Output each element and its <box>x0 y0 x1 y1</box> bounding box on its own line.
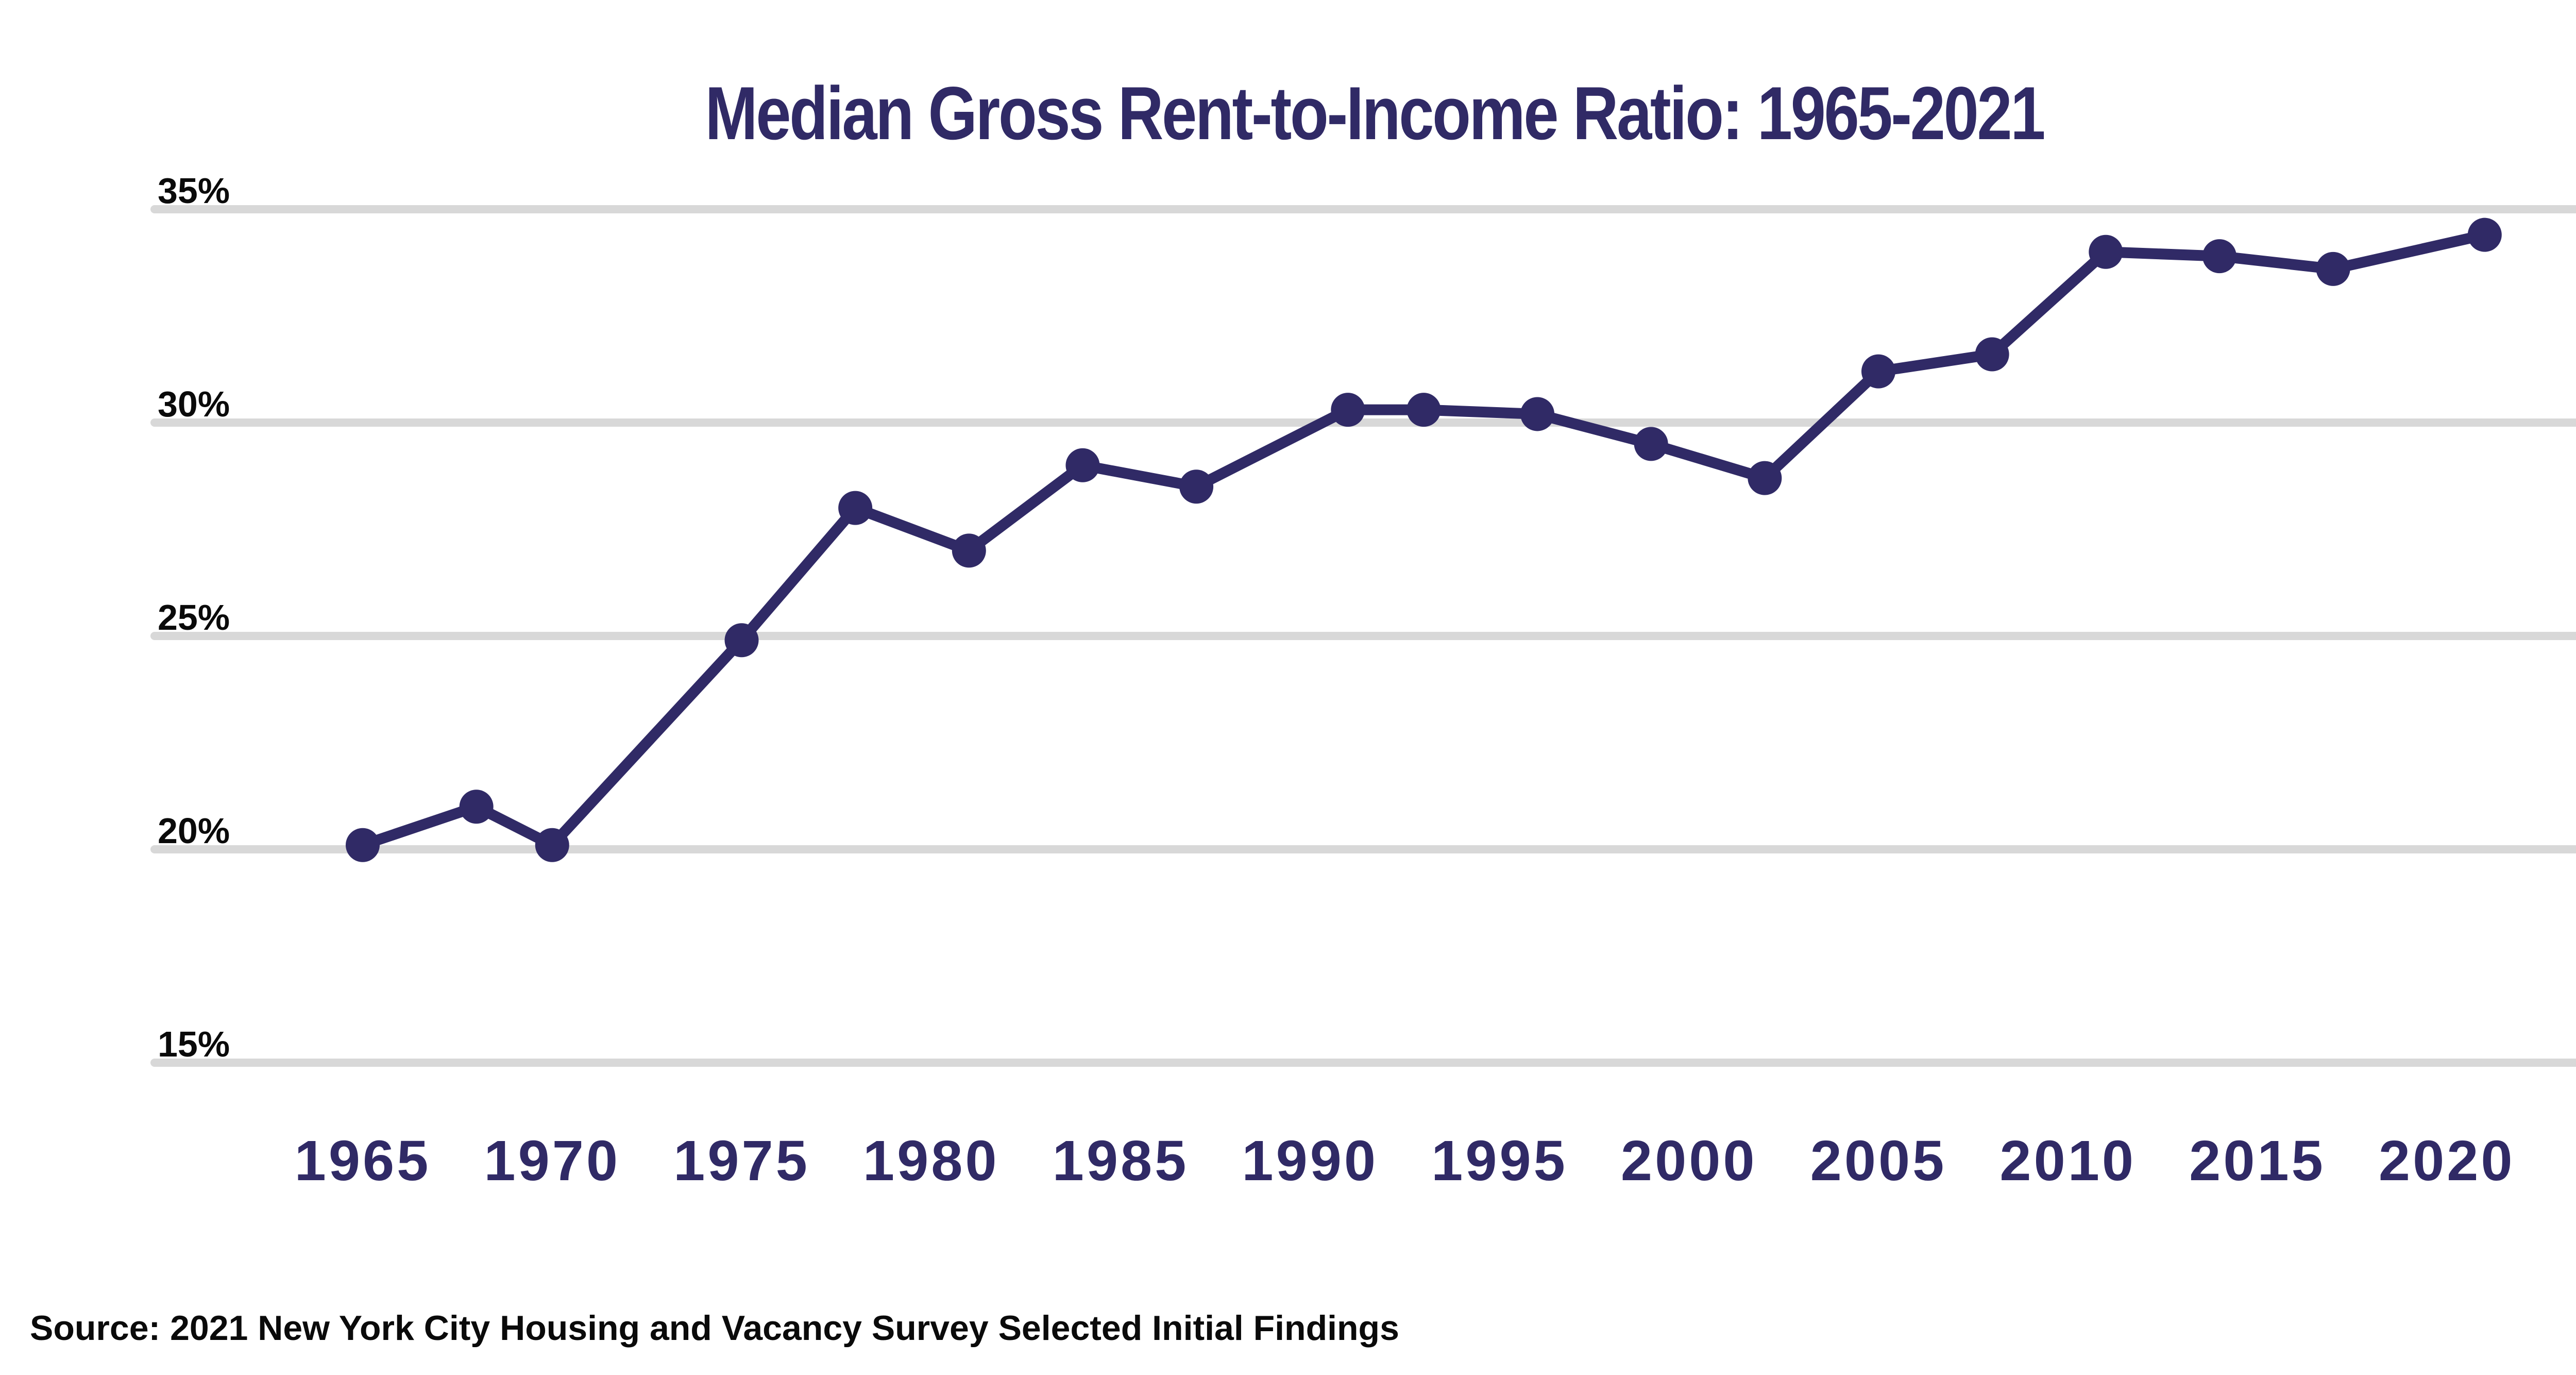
x-axis-label: 1975 <box>673 1129 810 1193</box>
data-point-marker <box>2089 234 2123 269</box>
data-point-marker <box>2316 251 2350 286</box>
data-point-marker <box>952 533 986 568</box>
x-axis-label: 2005 <box>1810 1129 1947 1193</box>
x-axis-label: 2015 <box>2189 1129 2326 1193</box>
x-axis-label: 2010 <box>1999 1129 2136 1193</box>
y-axis-label: 20% <box>158 811 230 851</box>
y-axis-label: 25% <box>158 597 230 638</box>
data-point-marker <box>1406 393 1441 427</box>
x-axis-label: 1965 <box>295 1129 431 1193</box>
x-axis-label: 1970 <box>484 1129 620 1193</box>
data-point-marker <box>2467 217 2502 252</box>
data-point-marker <box>1975 337 2009 372</box>
x-axis-label: 1990 <box>1242 1129 1378 1193</box>
data-point-marker <box>2202 239 2236 274</box>
chart-title-text: Median Gross Rent-to-Income Ratio: 1965-… <box>705 71 2045 155</box>
data-point-marker <box>838 491 873 525</box>
data-point-marker <box>1065 448 1100 482</box>
gridlines <box>150 205 2576 1067</box>
x-axis-label: 2000 <box>1621 1129 1757 1193</box>
data-point-marker <box>1331 393 1365 427</box>
x-axis-labels: 1965 1970 1975 1980 1985 1990 1995 2000 2005 2010… <box>295 1129 2515 1193</box>
data-point-marker <box>1520 397 1555 431</box>
data-point-marker <box>459 790 494 824</box>
data-point-marker <box>724 623 759 658</box>
data-point-marker <box>1634 427 1668 461</box>
data-point-marker <box>1748 461 1782 495</box>
data-line <box>357 229 2490 851</box>
data-point-marker <box>535 828 569 862</box>
y-axis-label: 35% <box>158 171 230 211</box>
x-axis-label: 1985 <box>1053 1129 1189 1193</box>
x-axis-label: 1980 <box>863 1129 999 1193</box>
data-point-marker <box>346 828 380 862</box>
y-axis-label: 30% <box>158 384 230 424</box>
y-axis-labels: 35% 30% 25% 20% 15% <box>158 171 230 1064</box>
x-axis-label: 1995 <box>1431 1129 1568 1193</box>
x-axis-label: 2020 <box>2379 1129 2515 1193</box>
source-note: Source: 2021 New York City Housing and V… <box>30 1309 1399 1348</box>
data-point-marker <box>1861 354 1895 389</box>
chart-title: Median Gross Rent-to-Income Ratio: 1965-… <box>0 70 2576 157</box>
data-point-marker <box>1179 469 1214 504</box>
data-series <box>346 217 2502 862</box>
y-axis-label: 15% <box>158 1024 230 1064</box>
